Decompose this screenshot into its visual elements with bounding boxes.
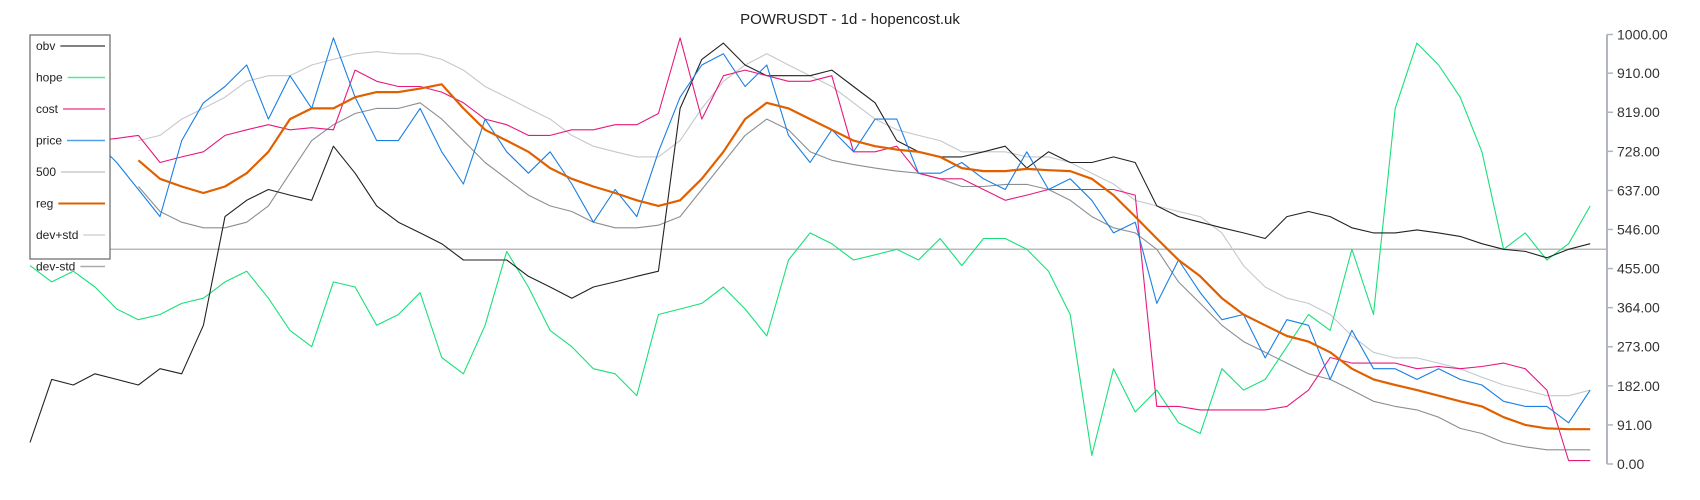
y-tick-label: 455.00 (1617, 261, 1660, 277)
y-tick-label: 0.00 (1617, 456, 1644, 472)
legend-label: dev-std (36, 260, 75, 274)
legend-label: reg (36, 197, 53, 211)
legend-label: price (36, 134, 62, 148)
series-line-dev-std (137, 102, 1591, 451)
legend-label: dev+std (36, 228, 78, 242)
y-tick-label: 182.00 (1617, 378, 1660, 394)
legend-box (29, 34, 111, 260)
y-tick-label: 546.00 (1617, 221, 1660, 237)
y-tick-label: 273.00 (1617, 339, 1660, 355)
y-axis: 0.00 91.00 182.00 273.00 364.00 455.00 546.00 6… (1606, 27, 1668, 472)
legend-label: 500 (36, 165, 56, 179)
y-tick-label: 910.00 (1617, 65, 1660, 81)
series-line-hope (29, 42, 1591, 456)
legend-label: hope (36, 71, 63, 85)
y-tick-label: 91.00 (1617, 417, 1652, 433)
y-tick-label: 637.00 (1617, 182, 1660, 198)
chart-title: POWRUSDT - 1d - hopencost.uk (740, 11, 960, 28)
legend-label: obv (36, 39, 55, 53)
y-tick-label: 819.00 (1617, 104, 1660, 120)
y-tick-label: 364.00 (1617, 300, 1660, 316)
y-tick-label: 728.00 (1617, 143, 1660, 159)
legend: obv hope cost price 500 reg dev+std dev-std (29, 34, 111, 274)
series-line-dev-plus-std (138, 51, 1591, 397)
series-line-obv (29, 42, 1591, 443)
legend-label: cost (36, 102, 59, 116)
series-line-price (94, 37, 1591, 424)
series-layer (29, 37, 1607, 462)
series-line-reg (137, 83, 1591, 431)
y-tick-label: 1000.00 (1617, 27, 1668, 43)
